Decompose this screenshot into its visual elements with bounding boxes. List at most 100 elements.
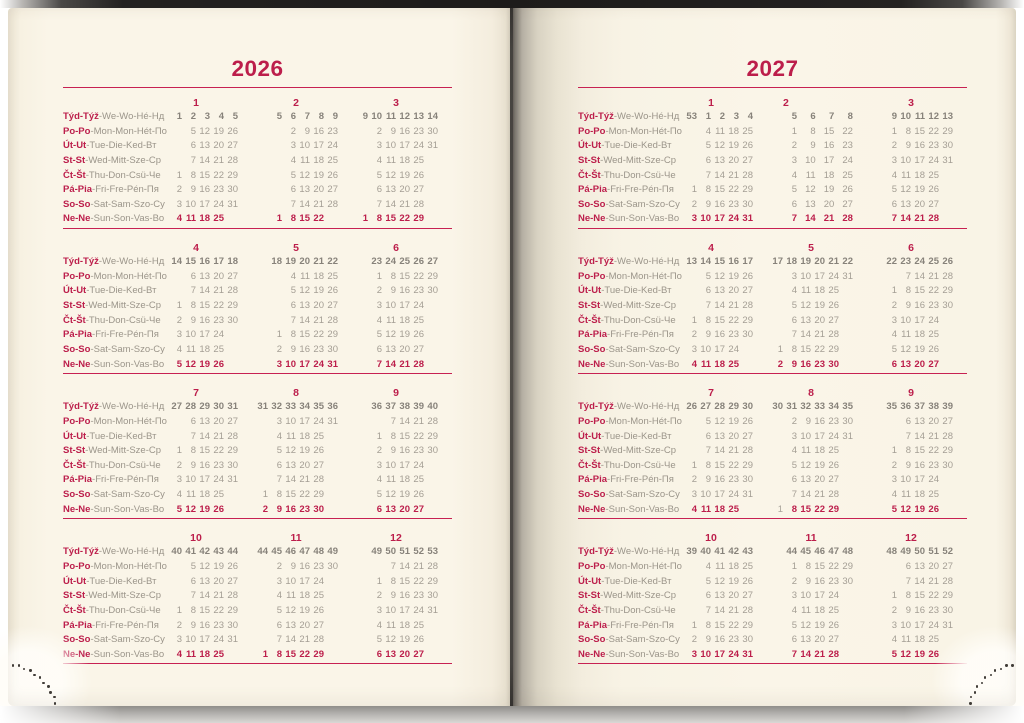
day-label-prefix: Út-Ut [578,140,602,152]
day-number-cell: 4 [176,489,182,501]
day-number-cell: 17 [914,474,925,486]
day-number-cell: 31 [786,401,797,413]
day-number-cell: 12 [714,415,725,427]
day-number-cell: 15 [800,503,811,515]
day-label-prefix: St-St [578,590,601,602]
day-number-cell [268,299,282,314]
day-label-rest: -Wed-Mitt-Sze-Ср [85,154,162,166]
day-number-cell: 28 [828,648,839,660]
day-number-cell: 6 [791,314,797,326]
day-label: Ne-Ne-Sun-Son-Vas-Во [63,358,164,373]
calendar-row: Út-Ut-Tue-Die-Ked-Вт 5 12 19 26 2 9 16 23 30 7 14 21… [578,575,967,590]
day-number-cell [839,284,853,299]
day-number-cell: 24 [914,256,925,268]
day-number-cell: 12 [285,445,296,457]
month-week-columns: 1 8 15 22 29 [669,619,753,634]
day-label-rest: -Sun-Son-Vas-Во [605,213,680,225]
day-number-cell: 1 [691,184,697,196]
day-number-cell: 12 [299,285,310,297]
day-number-cell: 19 [285,256,296,268]
calendar-row: Ne-Ne-Sun-Son-Vas-Во 4 11 18 25 1 8 15 22 29 6 13 20… [63,648,452,663]
day-number-cell: 8 [905,445,911,457]
day-label-prefix: Čt-Št [578,604,601,616]
day-number-cell: 9 [332,111,338,122]
day-number-cell [939,358,953,373]
day-label-rest: -Tue-Die-Ked-Вт [86,430,157,442]
day-number-cell: 19 [213,125,224,137]
day-number-cell: 8 [905,125,911,137]
day-number-cell: 7 [705,445,711,457]
day-number-cell: 21 [399,358,410,370]
day-number-cell: 14 [385,198,396,210]
day-number-cell: 11 [186,343,196,355]
day-number-cell: 1 [777,503,783,515]
day-number-cell: 8 [190,604,196,616]
day-number-cell: 3 [791,430,797,442]
day-number-cell: 6 [905,415,911,427]
day-number-cell: 2 [176,184,182,196]
day-number-cell: 26 [413,489,424,501]
day-number-cell: 31 [742,489,753,501]
month-week-columns: 5 12 19 26 [254,284,338,299]
day-number-cell: 16 [399,590,410,602]
day-number-cell: 11 [801,604,811,616]
day-number-cell: 16 [199,619,210,631]
month-week-columns: 6 13 20 27 [254,619,338,634]
day-number-cell: 15 [914,285,925,297]
day-number-cell: 5 [791,459,797,471]
day-number-cell: 5 [791,619,797,631]
day-number-cell: 1 [176,300,182,312]
day-number-cell: 23 [814,358,825,370]
day-label: Po-Po-Mon-Mon-Hét-По [578,560,682,575]
month-week-columns: 4 11 18 25 [869,169,953,184]
day-number-cell: 4 [891,169,897,181]
day-number-cell: 13 [800,474,811,486]
day-number-cell: 7 [791,489,797,501]
day-number-cell [683,284,697,299]
day-number-cell: 28 [413,358,424,370]
day-number-cell: 17 [914,619,925,631]
day-number-cell: 20 [399,343,410,355]
month-week-columns: 7 14 21 28 [669,604,753,619]
day-number-cell [839,633,853,648]
perforation-dot [999,667,1003,671]
day-number-cell [939,169,953,184]
day-label-rest: -Wed-Mitt-Sze-Ср [600,590,677,602]
day-number-cell: 5 [376,489,382,501]
day-number-cell: 1 [176,445,182,457]
day-number-cell: 17 [714,213,725,225]
day-number-cell: 26 [213,503,224,515]
calendar-row: Týd-Týž-We-Wo-Hé-Нд 27 28 29 30 31 31 32 33 34 35 3… [63,400,452,415]
calendar-row: St-St-Wed-Mitt-Sze-Ср 7 14 21 28 4 11 18 25 4 11 18… [63,154,452,169]
day-number-cell [424,488,438,503]
day-label-rest: -Tue-Die-Ked-Вт [601,575,672,587]
month-week-columns: 3 10 17 24 31 [154,473,238,488]
day-number-cell: 28 [742,169,753,181]
month-header-cell: 2 [254,96,338,110]
day-number-cell: 31 [327,415,338,427]
day-number-cell: 15 [714,459,725,471]
day-label: So-So-Sat-Sam-Szo-Су [63,633,165,648]
day-label-rest: -Tue-Die-Ked-Вт [601,140,672,152]
day-number-cell: 2 [176,619,182,631]
day-number-cell [424,473,438,488]
day-number-cell: 25 [313,590,324,602]
day-label-rest: -Tue-Die-Ked-Вт [86,140,157,152]
day-label-prefix: Po-Po [578,270,606,282]
month-week-columns: 2 9 16 23 30 [669,198,753,213]
day-number-cell: 13 [299,184,310,196]
day-number-cell: 46 [285,546,296,558]
month-week-columns: 9 10 11 12 13 14 [354,110,438,125]
month-week-columns: 6 13 20 27 [669,589,753,604]
day-number-cell: 16 [285,503,296,515]
day-number-cell: 11 [185,213,196,225]
month-week-columns: 1 8 15 22 29 [869,125,953,140]
day-number-cell: 9 [390,590,396,602]
month-week-columns: 1 8 15 22 29 [154,444,238,459]
day-number-cell [839,459,853,474]
calendar-row: Pá-Pia-Fri-Fre-Pén-Пя 2 9 16 23 30 6 13 20 27 6 13 2… [63,183,452,198]
month-week-columns: 9 10 11 12 13 [869,110,953,125]
day-number-cell: 16 [823,140,835,152]
day-number-cell: 20 [399,503,410,515]
